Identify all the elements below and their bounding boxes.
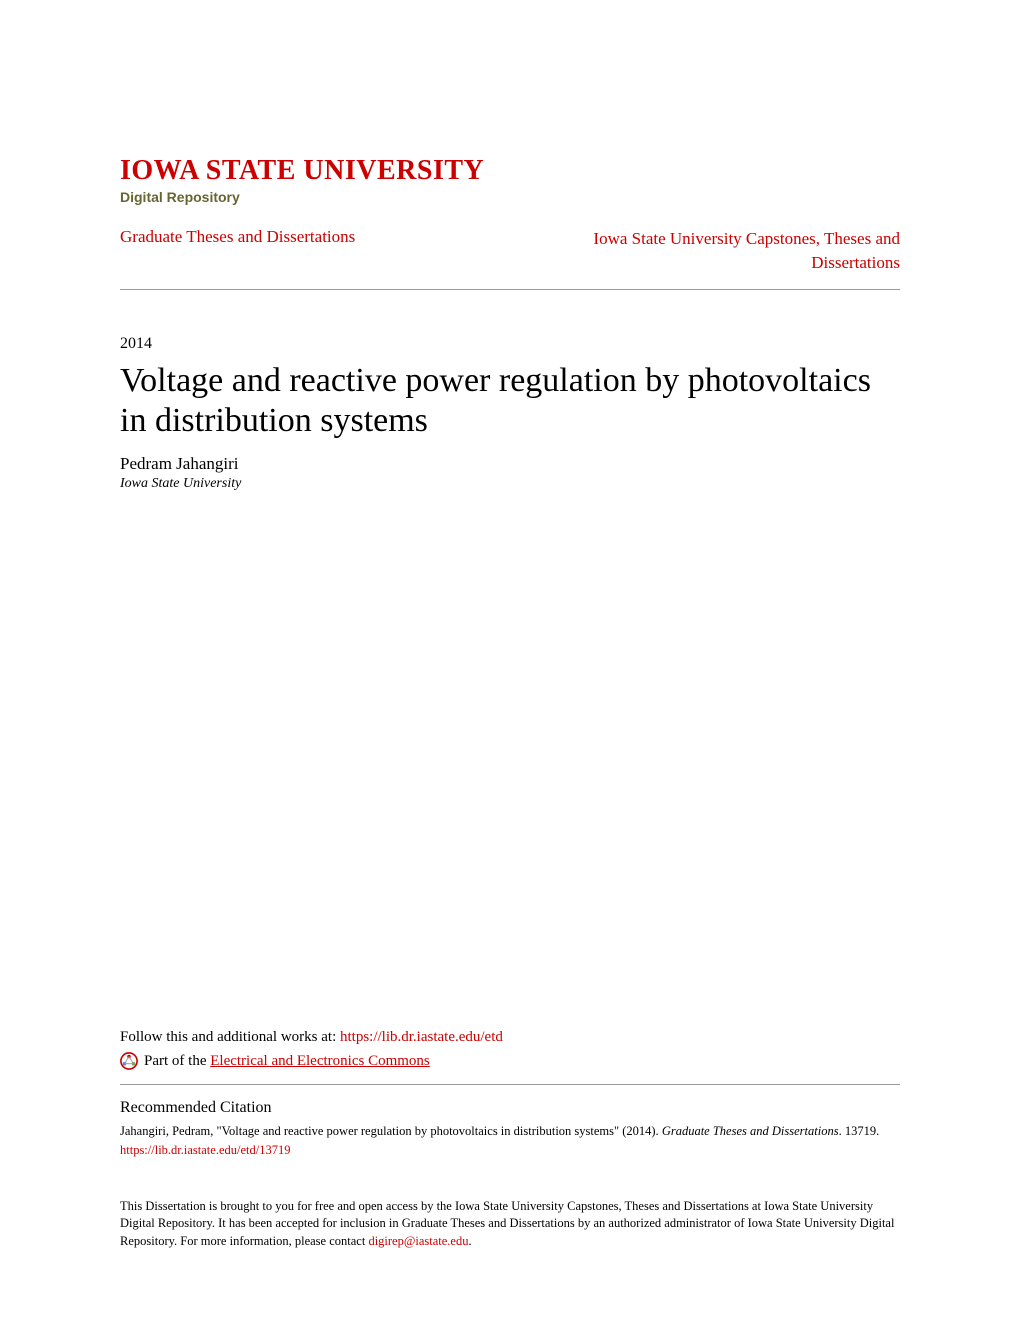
author-affiliation: Iowa State University — [120, 476, 900, 492]
footer-text: This Dissertation is brought to you for … — [120, 1198, 900, 1251]
author-name: Pedram Jahangiri — [120, 454, 900, 474]
citation-part2: . 13719. — [839, 1124, 880, 1138]
institution-name: IOWA STATE UNIVERSITY — [120, 155, 900, 187]
page-container: IOWA STATE UNIVERSITY Digital Repository… — [0, 0, 1020, 1320]
citation-url-link[interactable]: https://lib.dr.iastate.edu/etd/13719 — [120, 1143, 900, 1158]
citation-text: Jahangiri, Pedram, "Voltage and reactive… — [120, 1123, 900, 1141]
publication-year: 2014 — [120, 335, 900, 353]
part-of-prefix: Part of the — [144, 1053, 210, 1069]
spacer — [120, 492, 900, 1029]
follow-url-link[interactable]: https://lib.dr.iastate.edu/etd — [340, 1029, 503, 1045]
citation-part1: Jahangiri, Pedram, "Voltage and reactive… — [120, 1124, 662, 1138]
footer-part1: This Dissertation is brought to you for … — [120, 1199, 894, 1248]
collection-row: Graduate Theses and Dissertations Iowa S… — [120, 227, 900, 290]
part-of-line: Part of the Electrical and Electronics C… — [120, 1052, 900, 1085]
citation-heading: Recommended Citation — [120, 1099, 900, 1117]
citation-italic: Graduate Theses and Dissertations — [662, 1124, 839, 1138]
repository-label: Digital Repository — [120, 189, 900, 205]
commons-link[interactable]: Electrical and Electronics Commons — [210, 1053, 430, 1069]
collection-link-left[interactable]: Graduate Theses and Dissertations — [120, 227, 355, 247]
footer-email-link[interactable]: digirep@iastate.edu — [368, 1234, 468, 1248]
network-icon — [120, 1052, 138, 1070]
document-title: Voltage and reactive power regulation by… — [120, 361, 900, 443]
follow-line: Follow this and additional works at: htt… — [120, 1029, 900, 1046]
follow-prefix: Follow this and additional works at: — [120, 1029, 340, 1045]
footer-part2: . — [468, 1234, 471, 1248]
logo-block: IOWA STATE UNIVERSITY Digital Repository — [120, 155, 900, 205]
collection-link-right[interactable]: Iowa State University Capstones, Theses … — [520, 227, 900, 275]
